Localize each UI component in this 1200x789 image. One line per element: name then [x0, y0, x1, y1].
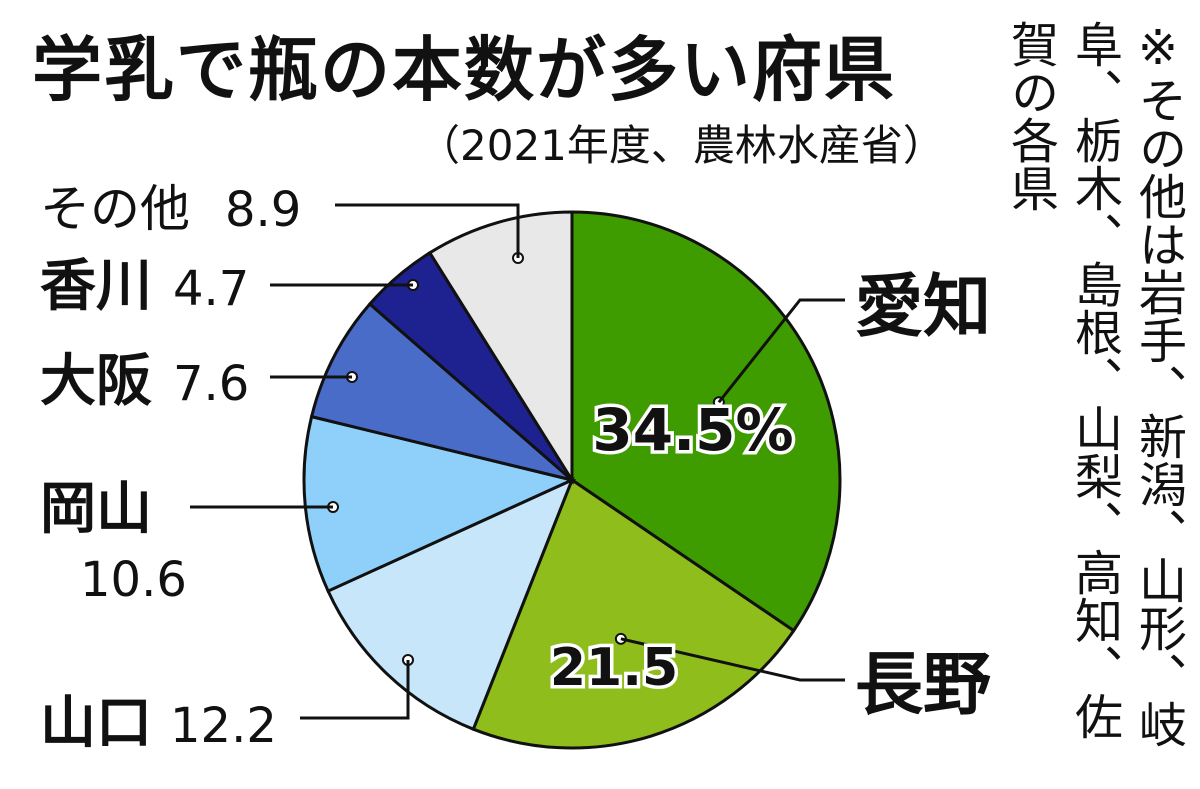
- slice-name-label: 岡山: [40, 477, 152, 542]
- pie-slice-5: [309, 301, 573, 482]
- pie-slice-3: [326, 477, 575, 732]
- slice-name-label: その他: [40, 180, 190, 238]
- pie-slice-1: [570, 210, 842, 633]
- leader-lines: [190, 203, 845, 720]
- chart-subtitle: （2021年度、農林水産省）: [418, 121, 945, 170]
- slice-value-label: 12.2: [170, 698, 277, 754]
- slice-value-label: 21.5: [550, 638, 678, 698]
- leader-line: [335, 203, 520, 258]
- slice-name-label: 長野: [855, 646, 991, 725]
- slice-value-label: 4.7: [173, 261, 249, 317]
- other-prefectures-note: ※その他は岩手、新潟、山形、岐阜、栃木、島根、山梨、高知、佐賀の各県: [1002, 20, 1186, 748]
- slice-name-label: 山口: [40, 691, 152, 756]
- pie-slice-4: [302, 414, 577, 594]
- slice-value-label: 10.6: [80, 552, 187, 608]
- chart-title: 学乳で瓶の本数が多い府県: [32, 29, 896, 111]
- slice-name-label: 愛知: [855, 268, 991, 347]
- pie-slice-7: [427, 210, 574, 486]
- slice-value-label: 8.9: [225, 182, 301, 238]
- slice-name-label: 大阪: [40, 349, 152, 414]
- leader-line: [717, 298, 845, 404]
- slice-value-label: 34.5%: [592, 396, 793, 464]
- leader-line: [620, 637, 845, 682]
- pie-slice-2: [471, 477, 796, 750]
- slice-value-label: 7.6: [173, 356, 249, 412]
- slice-name-label: 香川: [40, 254, 152, 319]
- leader-line: [300, 660, 410, 720]
- pie-slices: [302, 210, 842, 750]
